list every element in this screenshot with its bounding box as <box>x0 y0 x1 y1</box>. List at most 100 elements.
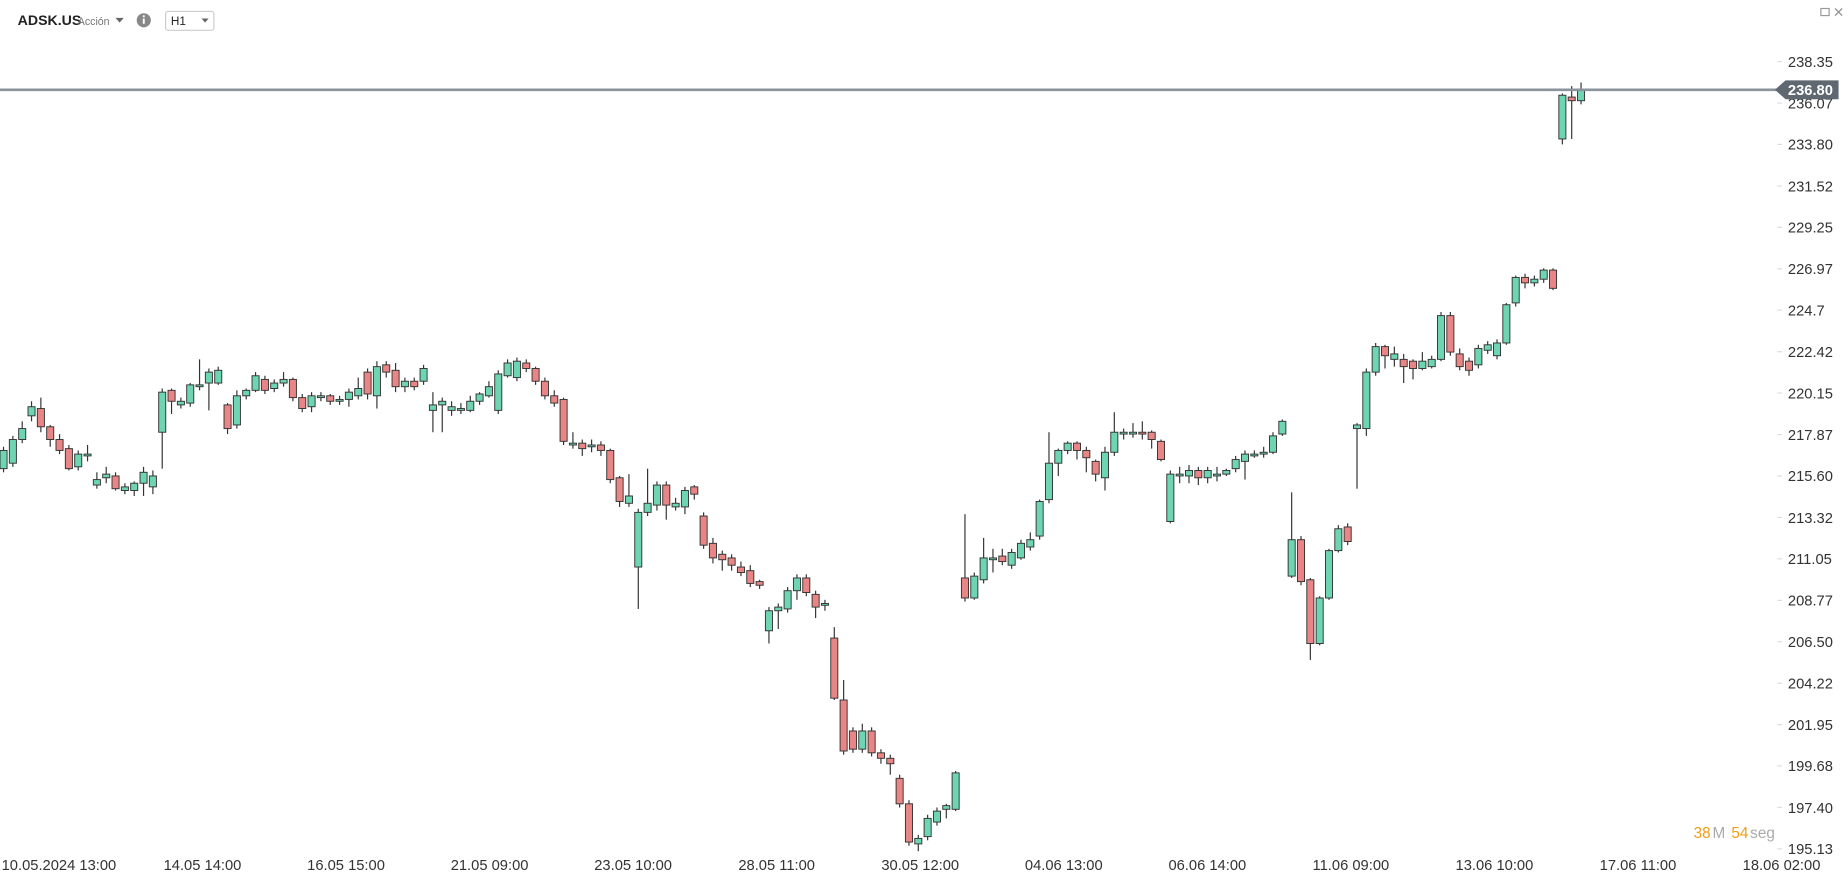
candle-body <box>1054 449 1063 464</box>
info-icon-dot <box>142 15 145 18</box>
candle-body <box>1259 451 1268 455</box>
candle-body <box>1315 597 1324 645</box>
timeframe-select[interactable] <box>165 10 215 31</box>
candle-body <box>550 395 559 404</box>
candle-body <box>746 570 755 584</box>
candle-body <box>316 395 325 399</box>
window-minimize[interactable] <box>1820 7 1830 17</box>
candle-body <box>858 730 867 750</box>
x-tick-label: 21.05 09:00 <box>451 858 529 874</box>
candle-body <box>764 610 773 632</box>
candle-body <box>1147 431 1156 440</box>
y-tick-label: 233.80 <box>1788 138 1833 154</box>
candle-body <box>1362 371 1371 430</box>
candle-body <box>1483 344 1492 351</box>
candle-body <box>382 364 391 373</box>
candle-body <box>36 408 45 428</box>
candle-body <box>951 772 960 810</box>
candle-body <box>1343 526 1352 542</box>
candle-body <box>1567 96 1576 102</box>
candle-body <box>1268 435 1278 453</box>
candle-body <box>354 388 363 397</box>
candle-body <box>1530 278 1539 284</box>
candle-body <box>326 395 335 402</box>
timer-minutes-unit: M <box>1712 825 1725 842</box>
candle-body <box>942 805 951 810</box>
candle-body <box>456 408 465 411</box>
candle-body <box>400 380 409 388</box>
candle-body <box>176 400 185 406</box>
candle-body <box>307 395 316 408</box>
candle-body <box>363 371 372 395</box>
candle-body <box>867 730 876 754</box>
candle-body <box>522 362 531 369</box>
candle-body <box>1465 360 1474 371</box>
candle-body <box>1026 539 1035 548</box>
x-tick-label: 06.06 14:00 <box>1168 858 1246 874</box>
candle-body <box>64 448 73 470</box>
y-tick-label: 229.25 <box>1788 221 1833 237</box>
candle-body <box>578 442 587 450</box>
candle-body <box>1166 473 1175 522</box>
candle-body <box>204 371 213 384</box>
y-tick-label: 236.07 <box>1788 96 1833 112</box>
candle-body <box>242 389 251 397</box>
candle-body <box>279 378 288 384</box>
x-tick-label: 17.06 11:00 <box>1600 858 1677 874</box>
candle-body <box>1250 453 1259 457</box>
candle-body <box>167 389 176 402</box>
candle-body <box>1222 470 1231 475</box>
x-tick-label: 28.05 11:00 <box>738 858 815 874</box>
candle-body <box>232 395 241 426</box>
candle-body <box>270 382 279 389</box>
candle-body <box>802 577 811 593</box>
candle-body <box>587 444 596 448</box>
x-tick-label: 18.06 02:00 <box>1743 858 1821 874</box>
candle-body <box>74 453 83 468</box>
y-tick-label: 197.40 <box>1788 801 1833 817</box>
candle-body <box>1558 94 1567 140</box>
candle-body <box>130 482 139 491</box>
candle-body <box>195 384 204 388</box>
candle-body <box>260 378 269 391</box>
candle-body <box>1521 276 1530 284</box>
candle-body <box>1278 420 1287 435</box>
candle-body <box>811 593 820 608</box>
candle-body <box>886 757 895 765</box>
y-tick-label: 204.22 <box>1788 677 1833 693</box>
candle-body <box>494 373 503 411</box>
symbol: ADSK.US <box>18 12 82 28</box>
window-close[interactable] <box>1834 7 1843 17</box>
candle-body <box>923 817 932 838</box>
candle-body <box>214 369 223 384</box>
candle-body <box>540 380 549 397</box>
candle-body <box>634 511 643 568</box>
candle-body <box>559 398 568 442</box>
candle-body <box>736 566 745 573</box>
candle-body <box>792 577 801 592</box>
candle-body <box>830 637 839 699</box>
candle-body <box>438 400 447 406</box>
candle-body <box>344 391 353 400</box>
x-tick-label: 23.05 10:00 <box>594 858 672 874</box>
candle-body <box>1287 539 1296 577</box>
candle-body <box>1474 347 1483 366</box>
candle-body <box>624 495 633 504</box>
asset-type: Acción <box>78 16 110 28</box>
candle-body <box>895 777 904 805</box>
candle-body <box>1353 424 1362 430</box>
candle-body <box>1446 315 1455 353</box>
y-tick-label: 231.52 <box>1788 179 1833 195</box>
candle-body <box>1493 342 1502 357</box>
current-price-label: 236.80 <box>1788 83 1833 99</box>
x-tick-label: 30.05 12:00 <box>881 858 959 874</box>
candle-body <box>998 555 1007 563</box>
candle-body <box>988 557 997 561</box>
candle-body <box>1119 431 1128 435</box>
candle-body <box>251 375 260 391</box>
candle-body <box>46 426 55 440</box>
candle-body <box>158 391 167 433</box>
candle-body <box>1082 449 1091 459</box>
symbol-dropdown[interactable] <box>115 17 124 23</box>
